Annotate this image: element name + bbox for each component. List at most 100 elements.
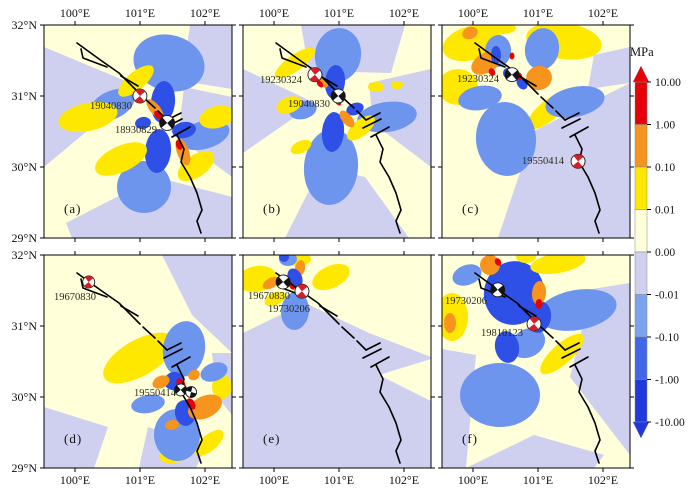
panel-letter-b: (b) [263, 201, 282, 216]
stress-lobe-yellow [95, 142, 147, 176]
panel-border [43, 254, 233, 469]
fault-trace [518, 305, 537, 317]
colorbar-tick-label: 0.01 [655, 205, 675, 217]
fault-trace [166, 342, 182, 351]
beachball-quadrants [185, 386, 197, 398]
panel-a: 19040830 18930829 100°E 101°E 102°E 32°N 31°N 3… [12, 6, 236, 245]
panel-letter-c: (c) [462, 201, 480, 216]
fault-trace [555, 110, 566, 121]
stress-lobe-yellow [290, 139, 312, 155]
beachball-quadrants [84, 275, 94, 288]
lon-tick-label: 101°E [324, 473, 354, 487]
colorbar-segment [634, 81, 648, 125]
stress-lobe-orange [339, 110, 355, 128]
colorbar-segment [634, 336, 648, 380]
focal-mechanism-black [490, 282, 506, 298]
fault-trace [478, 48, 506, 68]
stress-lobe-yellow [516, 255, 536, 263]
stress-lobe-yellow [312, 263, 350, 291]
event-date-label: 19670830 [54, 292, 96, 303]
fault-trace [564, 112, 580, 121]
stress-lobe-blue1 [162, 321, 206, 377]
fault-trace [375, 134, 402, 234]
fault-trace [365, 112, 381, 121]
stress-lobe-red [186, 398, 196, 410]
stress-lobe-yellow [276, 96, 302, 114]
panel-b: 19230324 19040830 100°E 101°E 102°E [239, 6, 435, 242]
stress-lobe-blue2 [144, 129, 172, 173]
fault-trace [356, 110, 367, 121]
panel-e: 19670830 19730206 100°E 101°E 102°E [239, 251, 435, 487]
lon-tick-label: 102°E [588, 6, 618, 20]
colorbar-tick-label: 0.00 [655, 247, 675, 259]
colorbar-tick-label: 1.00 [655, 120, 675, 132]
stress-lobe-blue1 [280, 292, 310, 330]
fault-trace [362, 118, 382, 129]
fault-trace [574, 364, 601, 464]
panel-border [242, 24, 432, 239]
focal-mechanism-red [526, 316, 542, 332]
stress-lobe-orange [262, 276, 280, 290]
stress-lobe-blue1 [117, 161, 171, 213]
lat-tick-label: 32°N [12, 248, 38, 262]
lat-tick-label: 29°N [12, 231, 38, 245]
focal-mechanism-red [570, 153, 586, 169]
event-date-label: 19810123 [481, 328, 523, 339]
stress-lobe-blue1 [303, 129, 359, 205]
stress-lobe-yellow [530, 255, 586, 274]
fault-trace [375, 364, 402, 464]
lon-tick-label: 100°E [458, 6, 488, 20]
colorbar-unit-label: MPa [630, 45, 654, 59]
lon-tick-label: 101°E [125, 6, 155, 20]
stress-lobe-yellow [58, 101, 118, 133]
fault-trace [275, 42, 340, 95]
lat-tick-label: 32°N [12, 18, 38, 32]
event-date-label: 19730206 [268, 304, 310, 315]
panel-f-map: 19730206 19810123 [442, 255, 630, 468]
event-date-label: 19730206 [445, 296, 487, 307]
fault-trace [561, 118, 581, 129]
panel-letter-d: (d) [64, 431, 83, 446]
stress-lobe-blue1 [537, 289, 617, 331]
panel-f: 19730206 19810123 100°E 101°E 102°E [438, 251, 634, 487]
stress-lobe-blue1 [460, 363, 540, 427]
panel-letter-e: (e) [263, 431, 281, 446]
focal-mechanism-black [330, 88, 346, 104]
lon-tick-label: 101°E [125, 473, 155, 487]
panel-letter-f: (f) [462, 431, 478, 446]
stress-lobe-yellow [177, 150, 215, 182]
fault-trace [171, 126, 191, 138]
stress-lobe-red [316, 80, 324, 88]
lon-tick-label: 101°E [523, 473, 553, 487]
stress-lobe-red [535, 299, 543, 309]
panel-a-map: 19040830 18930829 [44, 25, 232, 238]
stress-lobe-yellow [264, 291, 286, 307]
beachball-quadrants [572, 154, 584, 169]
event-date-label: 19040830 [90, 101, 132, 112]
beachball-quadrants [296, 284, 308, 299]
beachball-quadrants [505, 69, 519, 81]
stress-lobe-blue1 [452, 264, 482, 286]
stress-lobe-yellow [118, 65, 154, 97]
stress-lobe-blue1 [545, 86, 605, 118]
panel-c: 19230324 19550414 100°E 101°E 102°E [438, 6, 634, 242]
stress-lobe-blue1 [314, 28, 362, 82]
fault-trace [518, 75, 537, 87]
fault-trace [362, 348, 382, 359]
panel-border [43, 24, 233, 239]
lon-tick-label: 100°E [259, 473, 289, 487]
stress-wedge-lavender [44, 407, 108, 468]
stress-lobe-blue1 [510, 327, 546, 359]
lon-tick-label: 102°E [389, 6, 419, 20]
stress-lobe-orange [444, 313, 456, 333]
stress-lobe-yellow [368, 82, 384, 92]
event-date-label: 19040830 [288, 99, 330, 110]
panel-border [441, 24, 631, 239]
focal-mechanism-black [275, 274, 291, 290]
colorbar-segment [634, 124, 648, 168]
stress-lobe-orange [462, 26, 478, 40]
fault-trace [176, 134, 203, 234]
stress-lobe-blue2 [135, 116, 151, 130]
focal-mechanism-black [504, 67, 520, 83]
stress-lobe-yellow [194, 429, 224, 457]
